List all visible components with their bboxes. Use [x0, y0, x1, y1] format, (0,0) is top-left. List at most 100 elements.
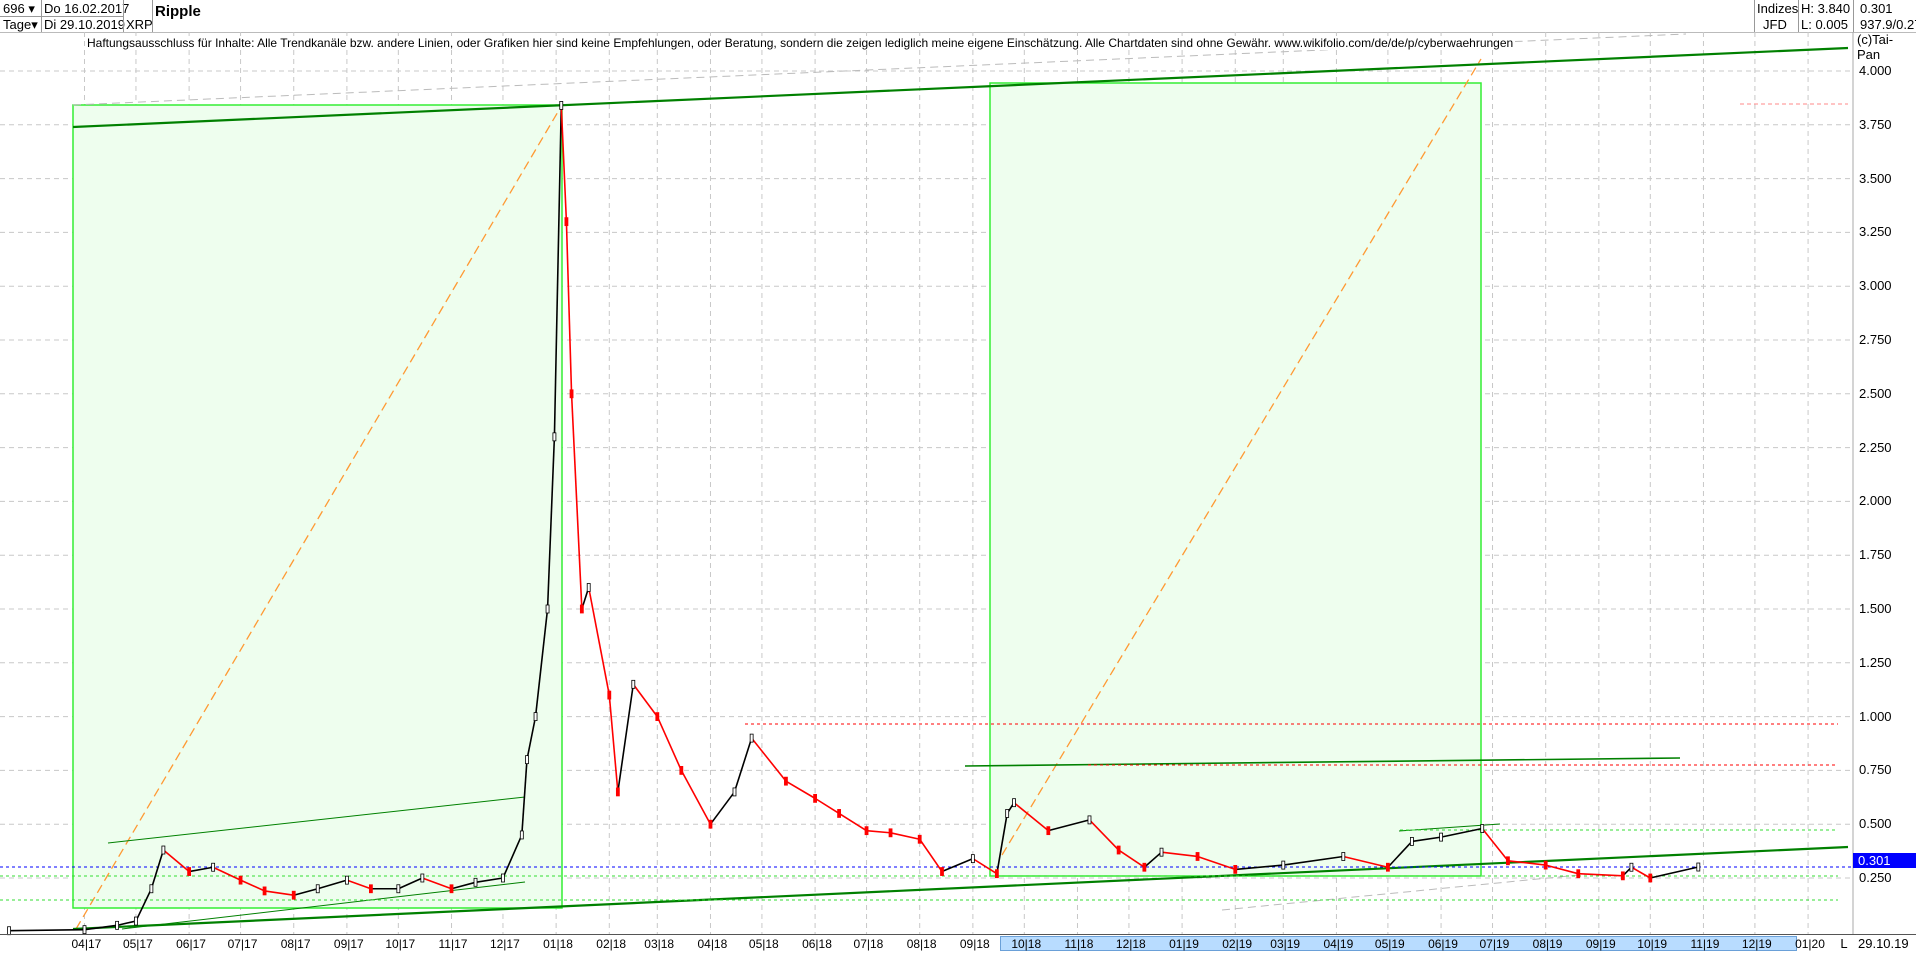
price-segment — [293, 887, 318, 896]
price-segment — [919, 838, 943, 872]
small-channel-upper — [107, 796, 526, 844]
x-tick-label: 10|19 — [1637, 937, 1668, 951]
projection-box-2 — [989, 82, 1482, 877]
l-button[interactable]: L — [1840, 936, 1848, 951]
price-segment — [1440, 827, 1483, 838]
channel-upper — [72, 46, 1849, 129]
price-segment — [587, 587, 611, 696]
x-tick-label: 06|18 — [802, 937, 832, 951]
candle — [149, 884, 154, 894]
price-segment — [346, 879, 372, 890]
candle — [940, 867, 944, 876]
price-segment — [617, 684, 635, 793]
price-segment — [814, 797, 840, 815]
start-date[interactable]: Do 16.02.2017 — [44, 1, 130, 16]
price-segment — [996, 813, 1008, 874]
x-tick-label: 01|18 — [543, 937, 573, 951]
x-tick-label: 01|20 — [1795, 937, 1825, 951]
candle — [262, 886, 267, 896]
candle — [369, 884, 373, 894]
candle — [161, 845, 166, 855]
candle — [1696, 862, 1701, 872]
y-tick-label: 3.750 — [1859, 116, 1892, 132]
candle — [1386, 862, 1390, 872]
candle — [1576, 869, 1581, 879]
x-tick-label: 06|17 — [176, 937, 206, 951]
symbol: XRP — [126, 17, 153, 32]
x-tick-label: 10|17 — [385, 937, 416, 951]
x-tick-label: 12|17 — [489, 937, 520, 951]
candle — [134, 916, 138, 926]
price-segment — [1161, 851, 1198, 858]
extra-value: 937.9/0.27 — [1860, 17, 1916, 32]
candle — [420, 873, 425, 883]
candle — [970, 854, 975, 864]
price-segment — [1411, 836, 1442, 843]
x-tick-label: 07|17 — [227, 937, 258, 951]
candle — [784, 776, 788, 786]
candle — [732, 787, 737, 797]
price-segment — [890, 832, 920, 841]
candle — [519, 830, 524, 840]
candle — [1543, 860, 1548, 870]
projection-box-1 — [72, 104, 563, 909]
y-tick-label: 1.250 — [1859, 654, 1892, 670]
candle — [315, 884, 320, 894]
y-tick-label: 0.500 — [1859, 816, 1892, 832]
candle — [344, 875, 349, 885]
x-tick-label: 08|18 — [906, 937, 937, 951]
candle — [813, 793, 817, 803]
price-segment — [1048, 819, 1090, 832]
y-tick-label: 1.500 — [1859, 601, 1892, 616]
x-tick-label: 03|18 — [644, 937, 675, 951]
disclaimer-text: Haftungsausschluss für Inhalte: Alle Tre… — [85, 36, 1516, 50]
x-tick-label: 11|19 — [1690, 937, 1720, 951]
period: Tage — [3, 17, 32, 32]
price-segment — [475, 877, 504, 884]
candle — [579, 604, 584, 614]
price-segment — [751, 737, 787, 782]
last-price-tag: 0.301 — [1853, 853, 1916, 868]
candle — [552, 432, 557, 442]
y-tick-label: 3.250 — [1859, 224, 1892, 240]
x-tick-label: 10|18 — [1011, 937, 1042, 951]
candle — [1281, 860, 1286, 870]
small-channel-lower — [121, 881, 526, 930]
candle — [917, 834, 922, 844]
candle — [837, 809, 841, 818]
price-segment — [560, 105, 568, 222]
period-select[interactable]: Tage▾ — [3, 17, 38, 32]
candle — [1142, 862, 1147, 872]
price-segment — [451, 881, 476, 890]
x-tick-label: 06|19 — [1428, 937, 1458, 951]
bars-count-select[interactable]: 696 ▾ — [3, 1, 35, 16]
candle — [569, 389, 574, 399]
price-segment — [1507, 859, 1546, 866]
price-segment — [680, 770, 712, 825]
candle — [211, 862, 216, 872]
candle — [564, 217, 569, 227]
x-tick-label: 12|19 — [1741, 937, 1772, 951]
x-tick-label: 02|19 — [1222, 937, 1253, 951]
price-segment — [1143, 851, 1163, 868]
x-tick-label: 02|18 — [596, 937, 627, 951]
price-segment — [546, 436, 556, 610]
x-tick-label: 12|18 — [1115, 937, 1146, 951]
candle — [291, 890, 296, 900]
candle — [1233, 864, 1238, 874]
last-value: 0.301 — [1860, 1, 1893, 16]
header-bar: 696 ▾ Tage▾ Do 16.02.2017 Di 29.10.2019 … — [0, 0, 1916, 33]
price-segment — [972, 857, 998, 875]
price-segment — [135, 888, 153, 922]
x-tick-label: 05|18 — [748, 937, 779, 951]
x-tick-label: 11|17 — [438, 937, 468, 951]
fib-diagonal-2 — [1001, 58, 1482, 856]
x-tick-label: 09|19 — [1585, 937, 1616, 951]
visible-range-scrollbar[interactable] — [1000, 936, 1797, 951]
candle — [1159, 847, 1164, 857]
price-segment — [521, 759, 528, 836]
end-date[interactable]: Di 29.10.2019 — [44, 17, 125, 32]
x-tick-label: 05|17 — [122, 937, 153, 951]
candle — [586, 583, 591, 592]
